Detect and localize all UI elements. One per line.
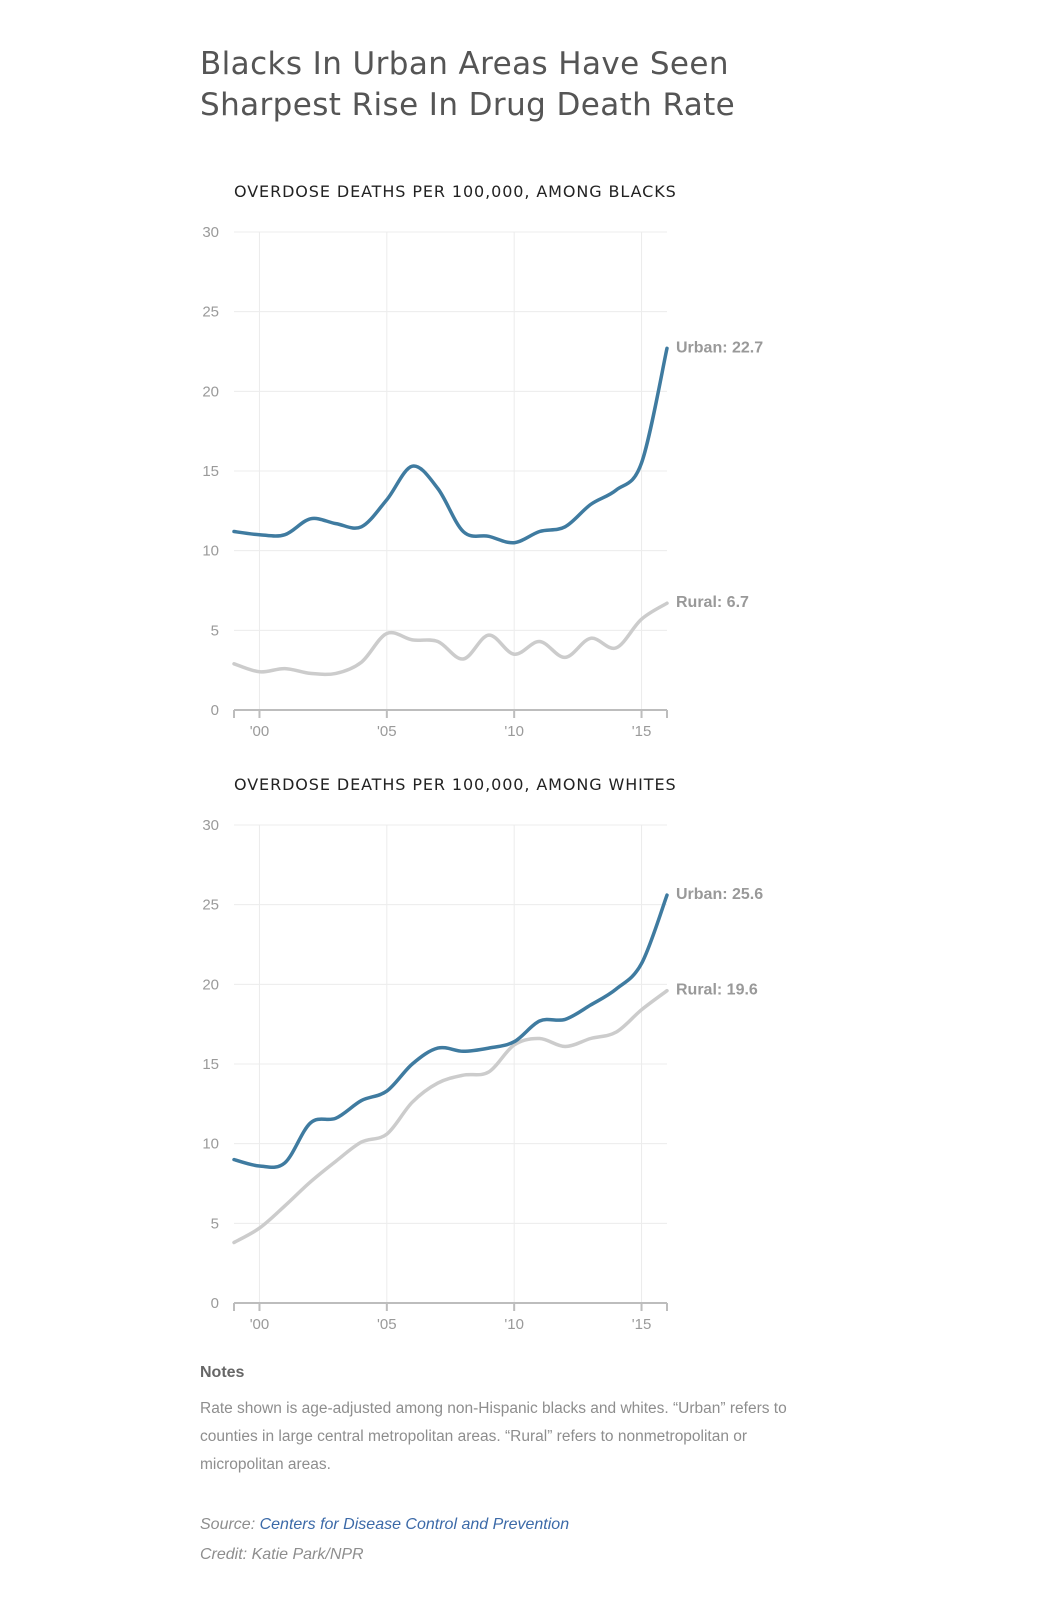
y-tick-label: 15 bbox=[202, 1056, 219, 1073]
end-label-urban: Urban: 25.6 bbox=[676, 886, 763, 903]
end-label-rural: Rural: 6.7 bbox=[676, 594, 749, 611]
end-label-urban: Urban: 22.7 bbox=[676, 339, 763, 356]
x-tick-label: '00 bbox=[250, 723, 270, 740]
x-tick-label: '00 bbox=[250, 1316, 270, 1333]
x-tick-label: '15 bbox=[632, 1316, 652, 1333]
source-link[interactable]: Centers for Disease Control and Preventi… bbox=[259, 1516, 570, 1533]
end-label-rural: Rural: 19.6 bbox=[676, 982, 758, 999]
notes-body: Rate shown is age-adjusted among non-His… bbox=[200, 1400, 787, 1473]
source-line: Source: Centers for Disease Control and … bbox=[200, 1516, 569, 1534]
y-tick-label: 25 bbox=[202, 304, 219, 321]
chart-whites: 0 5 10 15 20 25 30 '00 '05 '10 '15 Rural: 19.6 Urban… bbox=[202, 817, 763, 1333]
y-tick-label: 30 bbox=[202, 817, 219, 834]
y-tick-label: 30 bbox=[202, 224, 219, 241]
series-line-urban bbox=[232, 346, 669, 545]
y-tick-label: 5 bbox=[211, 622, 219, 639]
x-tick-label: '10 bbox=[504, 1316, 524, 1333]
notes-section: Notes Rate shown is age-adjusted among n… bbox=[200, 1364, 800, 1479]
y-tick-label: 20 bbox=[202, 976, 219, 993]
y-tick-label: 0 bbox=[211, 702, 219, 719]
credit-line: Credit: Katie Park/NPR bbox=[200, 1546, 364, 1563]
series-line-rural bbox=[232, 601, 669, 677]
chart-title-blacks: OVERDOSE DEATHS PER 100,000, AMONG BLACK… bbox=[234, 182, 677, 201]
y-tick-label: 20 bbox=[202, 383, 219, 400]
series-line-rural bbox=[232, 988, 669, 1245]
x-tick-label: '05 bbox=[377, 1316, 397, 1333]
source-prefix: Source: bbox=[200, 1516, 260, 1533]
y-tick-label: 10 bbox=[202, 543, 219, 560]
y-tick-label: 15 bbox=[202, 463, 219, 480]
y-tick-label: 10 bbox=[202, 1136, 219, 1153]
y-tick-label: 25 bbox=[202, 897, 219, 914]
y-tick-label: 5 bbox=[211, 1215, 219, 1232]
series-line-urban bbox=[232, 893, 669, 1170]
chart-blacks: 0 5 10 15 20 25 30 '00 '05 '10 '15 Rural: 6.7 Urban:… bbox=[202, 224, 763, 740]
chart-title-whites: OVERDOSE DEATHS PER 100,000, AMONG WHITE… bbox=[234, 775, 677, 794]
x-tick-label: '15 bbox=[632, 723, 652, 740]
notes-heading: Notes bbox=[200, 1364, 245, 1381]
x-tick-label: '05 bbox=[377, 723, 397, 740]
x-tick-label: '10 bbox=[504, 723, 524, 740]
page-title: Blacks In Urban Areas Have Seen Sharpest… bbox=[200, 46, 736, 123]
y-tick-label: 0 bbox=[211, 1295, 219, 1312]
